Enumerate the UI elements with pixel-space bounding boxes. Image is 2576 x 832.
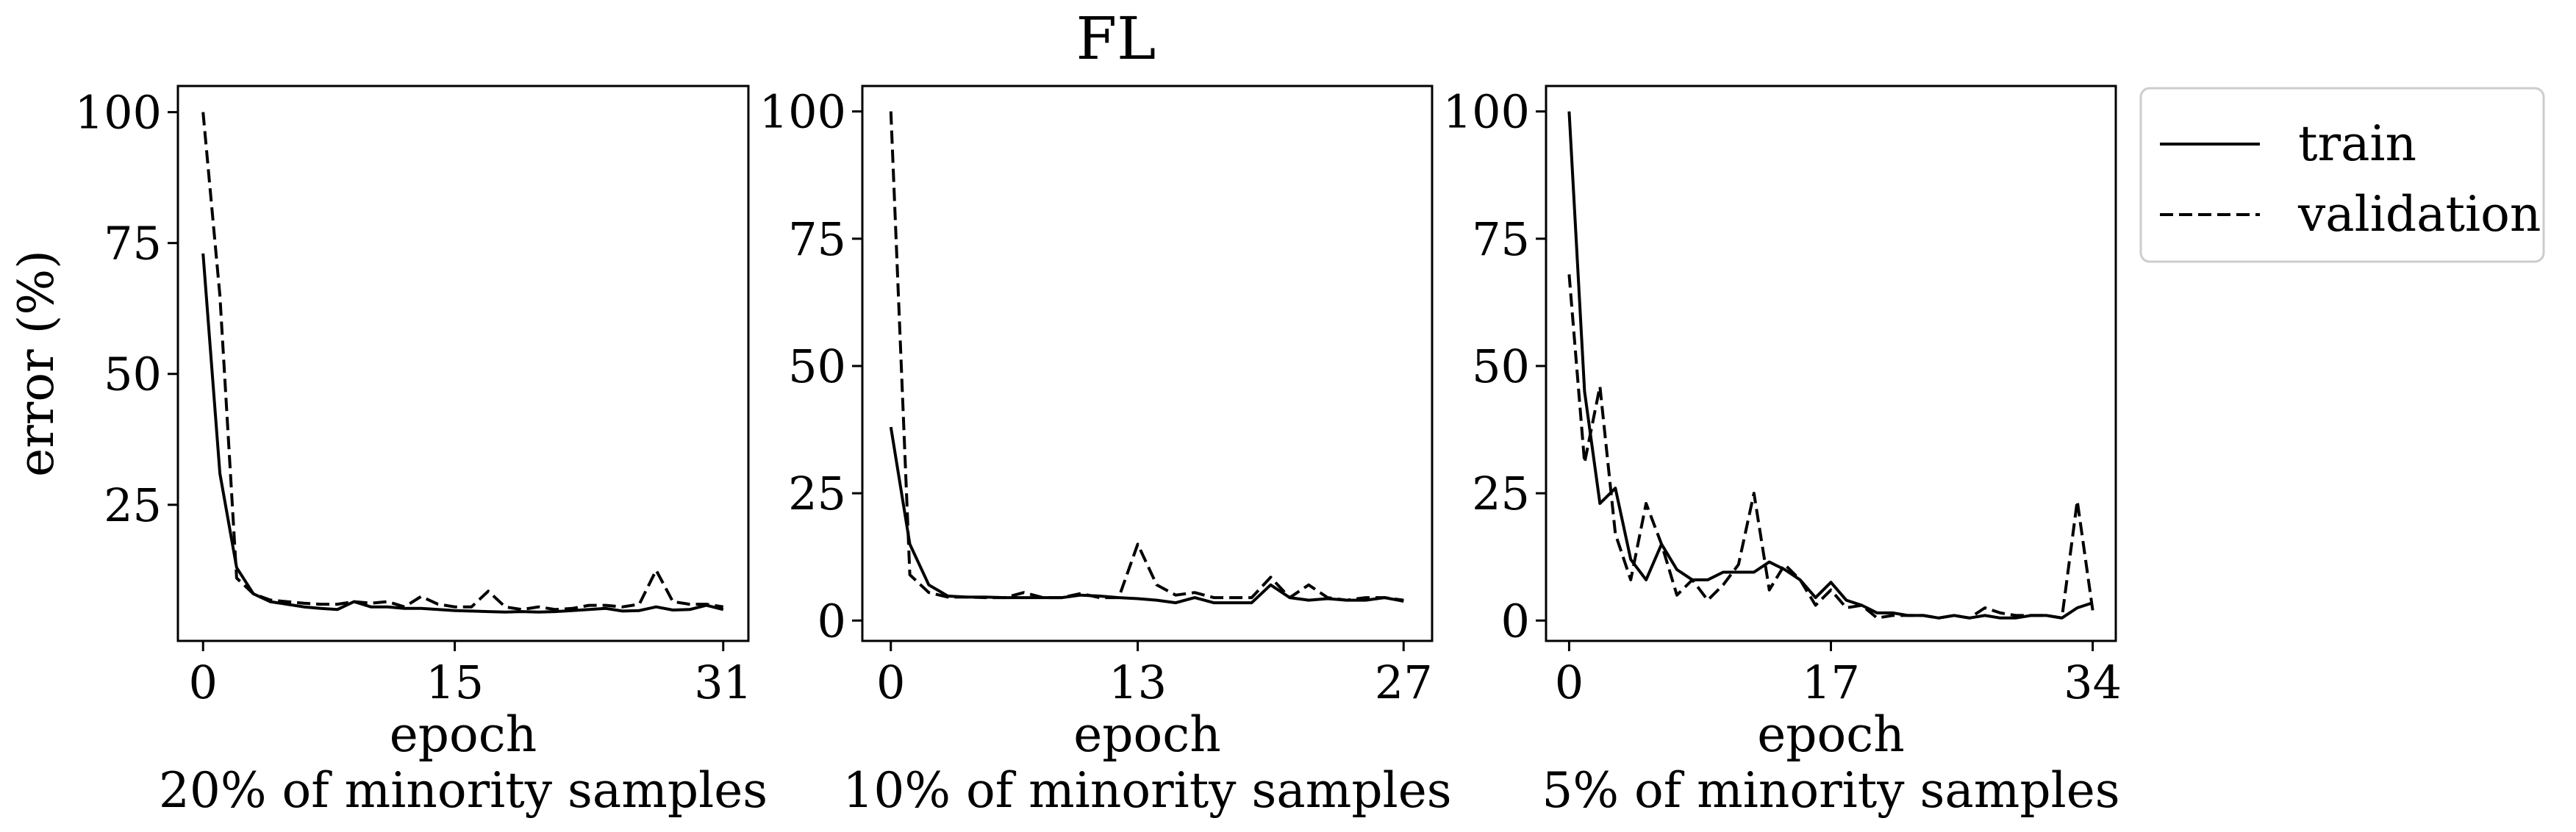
x-tick-label: 31 — [694, 656, 752, 709]
y-tick-label: 0 — [817, 594, 846, 648]
legend: train validation — [2139, 87, 2545, 263]
y-tick-label: 0 — [1501, 594, 1530, 648]
plot-frame — [861, 85, 1434, 642]
y-axis-label: error (%) — [8, 250, 65, 477]
x-tick-label: 17 — [1802, 656, 1860, 709]
y-tick-label: 100 — [1443, 85, 1530, 139]
x-tick-label: 34 — [2064, 656, 2122, 709]
y-tick-label: 75 — [788, 212, 846, 266]
y-tick-label: 50 — [1472, 340, 1530, 393]
x-axis-label: epoch — [1757, 706, 1905, 763]
legend-label-train: train — [2298, 115, 2416, 172]
x-tick-label: 13 — [1109, 656, 1167, 709]
x-axis-label: epoch — [1073, 706, 1221, 763]
series-line-validation — [889, 111, 1404, 602]
plot-frame — [176, 85, 750, 642]
legend-label-validation: validation — [2297, 186, 2541, 243]
y-tick-label: 50 — [104, 348, 162, 401]
y-tick-label: 25 — [788, 467, 846, 520]
x-tick-label: 0 — [1555, 656, 1584, 709]
legend-frame — [2139, 87, 2545, 263]
series-line-validation — [1567, 274, 2094, 620]
panel-subtitle: 10% of minority samples — [842, 762, 1451, 819]
y-tick-label: 50 — [788, 340, 846, 393]
x-tick-label: 0 — [876, 656, 905, 709]
series-line-train — [201, 253, 724, 614]
y-tick-label: 25 — [104, 478, 162, 532]
x-tick-label: 15 — [426, 656, 484, 709]
series-line-train — [889, 426, 1404, 605]
panel-subtitle: 20% of minority samples — [159, 762, 768, 819]
y-tick-label: 75 — [1472, 212, 1530, 266]
figure-title: FL — [1076, 4, 1156, 73]
y-tick-label: 100 — [759, 85, 846, 139]
x-tick-label: 27 — [1375, 656, 1433, 709]
y-tick-label: 25 — [1472, 467, 1530, 520]
y-tick-label: 100 — [75, 86, 162, 140]
series-line-train — [1567, 111, 2094, 620]
series-line-validation — [201, 112, 724, 612]
y-tick-label: 75 — [104, 217, 162, 270]
panel-subtitle: 5% of minority samples — [1542, 762, 2119, 819]
x-tick-label: 0 — [189, 656, 218, 709]
x-axis-label: epoch — [390, 706, 537, 763]
